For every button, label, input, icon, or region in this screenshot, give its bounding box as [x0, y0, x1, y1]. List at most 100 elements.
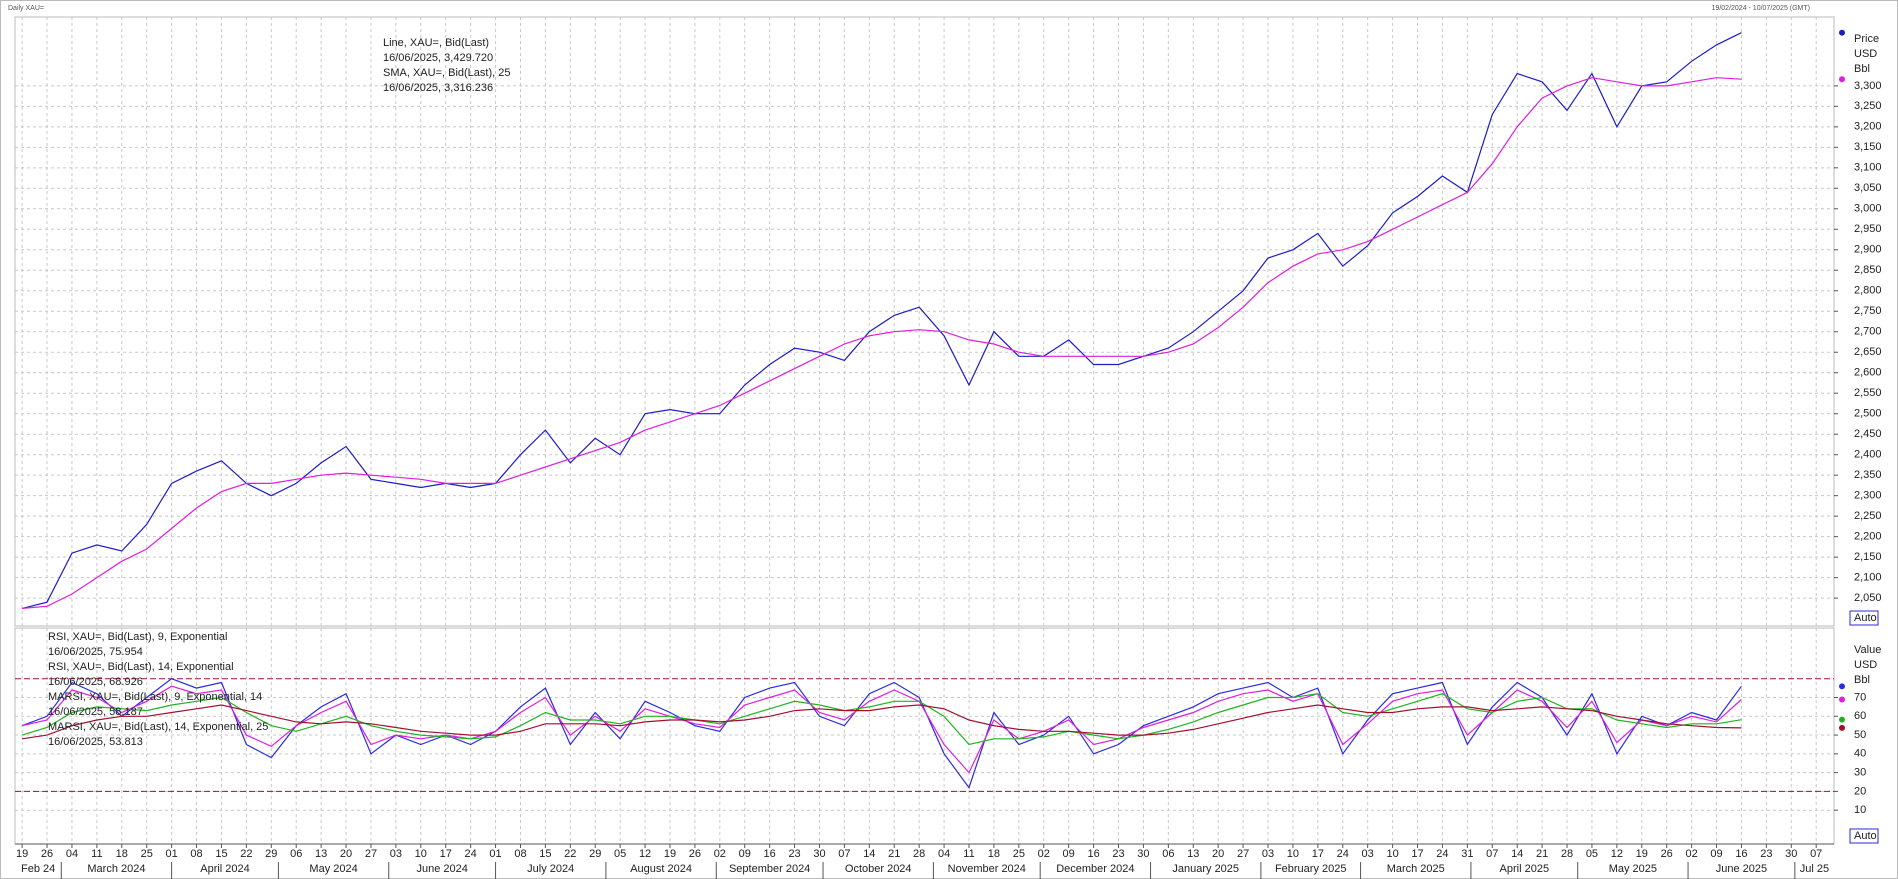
axis-label: Price — [1854, 33, 1879, 45]
y-tick-label: 60 — [1854, 710, 1866, 722]
x-tick-label: 05 — [614, 848, 626, 860]
y-tick-label: 2,550 — [1854, 387, 1882, 399]
legend-name: RSI, XAU=, Bid(Last), 14, Exponential — [48, 661, 234, 673]
x-tick-label: 20 — [1212, 848, 1224, 860]
panel — [14, 16, 1835, 627]
axis-label: Bbl — [1854, 63, 1870, 75]
y-tick-label: 2,300 — [1854, 490, 1882, 502]
x-tick-label: 28 — [913, 848, 925, 860]
x-tick-label: 17 — [440, 848, 452, 860]
month-label: June 2024 — [416, 863, 467, 875]
x-tick-label: 12 — [639, 848, 651, 860]
x-tick-label: 04 — [66, 848, 78, 860]
x-tick-label: 30 — [813, 848, 825, 860]
legend-name: RSI, XAU=, Bid(Last), 9, Exponential — [48, 631, 227, 643]
x-tick-label: 25 — [141, 848, 153, 860]
last-marker — [1839, 29, 1845, 36]
x-tick-label: 13 — [315, 848, 327, 860]
x-tick-label: 28 — [1561, 848, 1573, 860]
x-tick-label: 13 — [1187, 848, 1199, 860]
series-line — [22, 704, 1742, 740]
header-left: Daily XAU= — [8, 5, 44, 12]
x-tick-label: 02 — [714, 848, 726, 860]
legend-name: MARSI, XAU=, Bid(Last), 14, Exponential,… — [48, 721, 268, 733]
axis-label: USD — [1854, 48, 1877, 60]
y-tick-label: 3,050 — [1854, 182, 1882, 194]
x-tick-label: 01 — [489, 848, 501, 860]
x-tick-label: 07 — [1486, 848, 1498, 860]
y-tick-label: 20 — [1854, 785, 1866, 797]
legend-name: Line, XAU=, Bid(Last) — [383, 37, 489, 49]
x-tick-label: 26 — [689, 848, 701, 860]
month-label: Jul 25 — [1800, 863, 1829, 875]
x-tick-label: 24 — [1337, 848, 1349, 860]
x-tick-label: 14 — [863, 848, 875, 860]
legend-value: 16/06/2025, 58.187 — [48, 706, 143, 718]
x-tick-label: 15 — [215, 848, 227, 860]
month-label: July 2024 — [527, 863, 574, 875]
y-tick-label: 2,600 — [1854, 367, 1882, 379]
y-tick-label: 2,850 — [1854, 264, 1882, 276]
legend-value: 16/06/2025, 3,429.720 — [383, 52, 493, 64]
axis-label: Value — [1854, 644, 1881, 656]
x-tick-label: 03 — [390, 848, 402, 860]
y-tick-label: 2,650 — [1854, 346, 1882, 358]
y-tick-label: 2,150 — [1854, 551, 1882, 563]
x-tick-label: 12 — [1611, 848, 1623, 860]
x-tick-label: 18 — [116, 848, 128, 860]
axis-label: Auto — [1854, 830, 1877, 842]
month-label: November 2024 — [948, 863, 1026, 875]
x-tick-label: 15 — [539, 848, 551, 860]
axis-label: Bbl — [1854, 674, 1870, 686]
month-label: April 2025 — [1500, 863, 1550, 875]
auto-box — [1849, 610, 1879, 626]
y-tick-label: 3,250 — [1854, 100, 1882, 112]
y-tick-label: 2,050 — [1854, 592, 1882, 604]
x-tick-label: 09 — [1063, 848, 1075, 860]
last-marker — [1839, 76, 1845, 83]
x-tick-label: 27 — [1237, 848, 1249, 860]
axis-label: Auto — [1854, 612, 1877, 624]
x-tick-label: 03 — [1262, 848, 1274, 860]
y-tick-label: 10 — [1854, 804, 1866, 816]
y-tick-label: 2,350 — [1854, 469, 1882, 481]
x-tick-label: 30 — [1137, 848, 1149, 860]
x-tick-label: 06 — [1162, 848, 1174, 860]
x-tick-label: 23 — [1112, 848, 1124, 860]
x-tick-label: 26 — [41, 848, 53, 860]
y-tick-label: 3,300 — [1854, 80, 1882, 92]
x-tick-label: 07 — [1810, 848, 1822, 860]
x-tick-label: 04 — [938, 848, 950, 860]
x-tick-label: 22 — [240, 848, 252, 860]
y-tick-label: 50 — [1854, 729, 1866, 741]
month-label: March 2025 — [1387, 863, 1445, 875]
x-tick-label: 11 — [91, 848, 102, 860]
x-tick-label: 16 — [764, 848, 776, 860]
x-tick-label: 17 — [1411, 848, 1423, 860]
x-tick-label: 01 — [166, 848, 178, 860]
month-label: March 2024 — [87, 863, 145, 875]
month-label: October 2024 — [845, 863, 912, 875]
legend-name: SMA, XAU=, Bid(Last), 25 — [383, 67, 510, 79]
x-tick-label: 29 — [589, 848, 601, 860]
y-tick-label: 70 — [1854, 691, 1866, 703]
x-tick-label: 23 — [788, 848, 800, 860]
x-tick-label: 03 — [1362, 848, 1374, 860]
x-tick-label: 21 — [1536, 848, 1548, 860]
x-tick-label: 31 — [1461, 848, 1473, 860]
series-line — [22, 77, 1742, 609]
x-tick-label: 19 — [664, 848, 676, 860]
x-tick-label: 10 — [415, 848, 427, 860]
month-label: June 2025 — [1716, 863, 1767, 875]
x-tick-label: 14 — [1511, 848, 1523, 860]
legend-value: 16/06/2025, 53.813 — [48, 736, 143, 748]
x-tick-label: 17 — [1312, 848, 1324, 860]
x-tick-label: 09 — [1710, 848, 1722, 860]
x-tick-label: 22 — [564, 848, 576, 860]
y-tick-label: 3,100 — [1854, 162, 1882, 174]
x-tick-label: 10 — [1386, 848, 1398, 860]
y-tick-label: 2,900 — [1854, 244, 1882, 256]
